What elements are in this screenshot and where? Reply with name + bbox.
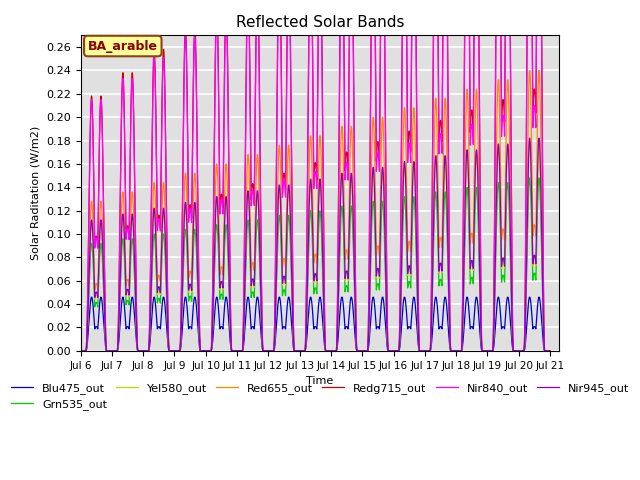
Nir840_out xyxy=(545,348,552,354)
Yel580_out xyxy=(172,348,180,354)
Yel580_out xyxy=(380,179,387,185)
Grn535_out xyxy=(177,335,185,341)
Line: Nir945_out: Nir945_out xyxy=(81,138,550,351)
Nir945_out xyxy=(446,341,454,347)
Grn535_out xyxy=(446,342,454,348)
Redg715_out xyxy=(252,11,260,16)
Nir945_out xyxy=(172,348,180,354)
Nir840_out xyxy=(77,348,84,354)
Blu475_out xyxy=(546,348,554,354)
Grn535_out xyxy=(172,348,180,354)
Yel580_out xyxy=(545,348,552,354)
Redg715_out xyxy=(446,329,454,335)
Red655_out xyxy=(252,169,260,175)
Grn535_out xyxy=(380,207,387,213)
Y-axis label: Solar Raditation (W/m2): Solar Raditation (W/m2) xyxy=(31,126,40,260)
Red655_out xyxy=(446,338,454,344)
Blu475_out xyxy=(77,348,84,354)
Title: Reflected Solar Bands: Reflected Solar Bands xyxy=(236,15,404,30)
Nir840_out xyxy=(252,24,260,30)
Yel580_out xyxy=(252,207,260,213)
Red655_out xyxy=(172,348,180,354)
Blu475_out xyxy=(88,294,95,300)
Text: BA_arable: BA_arable xyxy=(88,39,158,52)
Yel580_out xyxy=(535,140,543,146)
Nir945_out xyxy=(545,348,552,354)
Red655_out xyxy=(177,329,185,335)
Blu475_out xyxy=(177,342,185,348)
Redg715_out xyxy=(77,348,84,354)
Nir945_out xyxy=(77,348,84,354)
Grn535_out xyxy=(535,175,543,181)
Nir840_out xyxy=(172,348,180,354)
Nir840_out xyxy=(546,348,554,354)
Nir945_out xyxy=(252,203,260,208)
Blu475_out xyxy=(253,299,260,304)
Red655_out xyxy=(77,348,84,354)
Redg715_out xyxy=(546,348,554,354)
Grn535_out xyxy=(77,348,84,354)
Grn535_out xyxy=(546,348,554,354)
Red655_out xyxy=(535,68,543,73)
Blu475_out xyxy=(446,346,454,352)
Yel580_out xyxy=(446,341,454,347)
Nir840_out xyxy=(177,314,185,320)
Yel580_out xyxy=(177,332,185,338)
Blu475_out xyxy=(380,298,387,303)
Nir840_out xyxy=(446,330,454,336)
Yel580_out xyxy=(77,348,84,354)
X-axis label: Time: Time xyxy=(307,376,333,386)
Legend: Blu475_out, Grn535_out, Yel580_out, Red655_out, Redg715_out, Nir840_out, Nir945_: Blu475_out, Grn535_out, Yel580_out, Red6… xyxy=(6,378,634,415)
Yel580_out xyxy=(546,348,554,354)
Red655_out xyxy=(546,348,554,354)
Blu475_out xyxy=(545,348,552,354)
Line: Yel580_out: Yel580_out xyxy=(81,143,550,351)
Red655_out xyxy=(545,348,552,354)
Grn535_out xyxy=(545,348,552,354)
Blu475_out xyxy=(172,348,180,354)
Redg715_out xyxy=(545,348,552,354)
Nir945_out xyxy=(177,332,185,337)
Nir945_out xyxy=(546,348,554,354)
Redg715_out xyxy=(172,348,180,354)
Line: Blu475_out: Blu475_out xyxy=(81,297,550,351)
Nir945_out xyxy=(535,135,543,141)
Red655_out xyxy=(380,127,387,133)
Nir945_out xyxy=(380,175,387,180)
Line: Redg715_out: Redg715_out xyxy=(81,0,550,351)
Line: Red655_out: Red655_out xyxy=(81,71,550,351)
Redg715_out xyxy=(177,313,185,319)
Grn535_out xyxy=(252,229,260,235)
Line: Nir840_out: Nir840_out xyxy=(81,0,550,351)
Line: Grn535_out: Grn535_out xyxy=(81,178,550,351)
